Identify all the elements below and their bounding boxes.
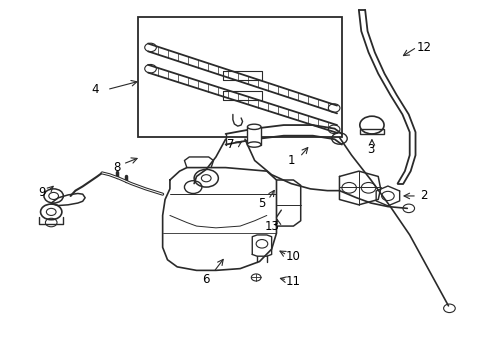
Bar <box>360 129 384 134</box>
Text: 3: 3 <box>368 143 375 156</box>
Text: 7: 7 <box>227 138 234 151</box>
Text: 10: 10 <box>286 250 301 263</box>
Text: 1: 1 <box>287 154 295 167</box>
Text: 2: 2 <box>420 189 428 202</box>
Ellipse shape <box>247 124 261 130</box>
Bar <box>138 17 342 138</box>
Text: 4: 4 <box>91 83 98 96</box>
Ellipse shape <box>247 142 261 147</box>
Text: 5: 5 <box>258 197 266 210</box>
Text: 6: 6 <box>202 273 210 286</box>
Text: 11: 11 <box>286 275 301 288</box>
Text: 12: 12 <box>416 41 432 54</box>
Text: 13: 13 <box>264 220 279 233</box>
Text: 9: 9 <box>38 186 45 199</box>
Bar <box>247 127 261 145</box>
Text: 8: 8 <box>113 161 121 174</box>
